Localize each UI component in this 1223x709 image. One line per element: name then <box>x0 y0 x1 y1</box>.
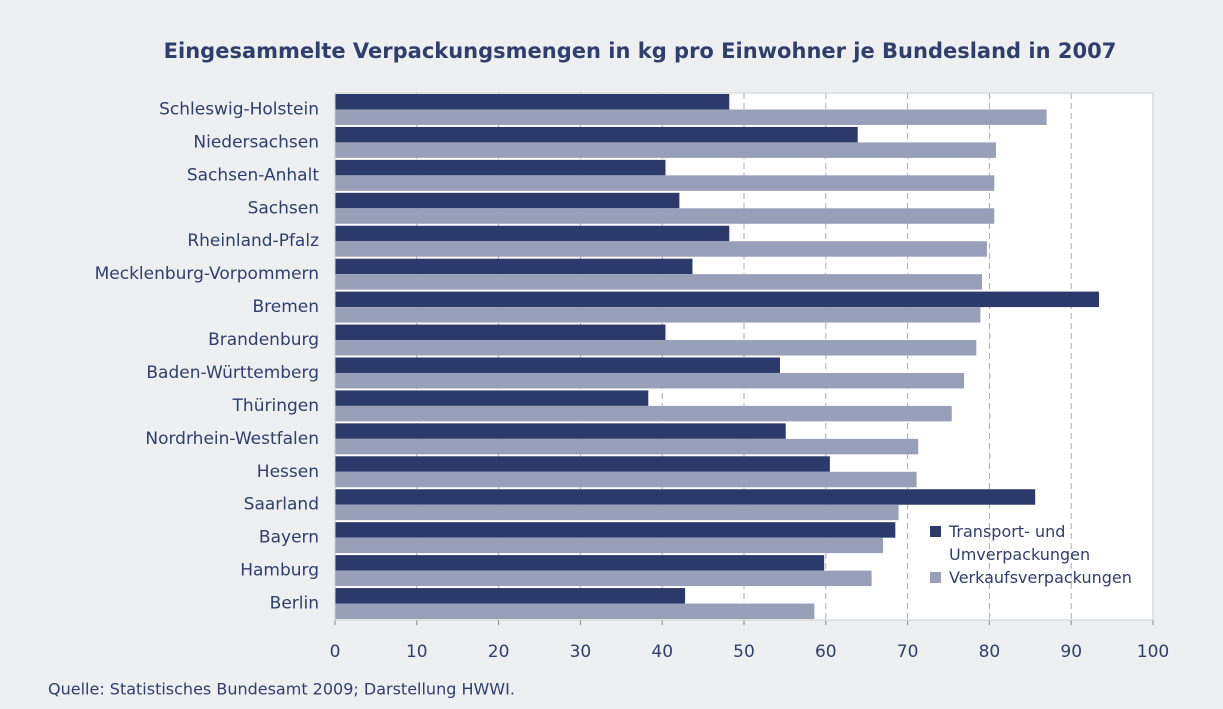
y-tick-label: Mecklenburg-Vorpommern <box>95 264 319 284</box>
y-tick-label: Thüringen <box>232 396 319 416</box>
bar <box>335 241 987 257</box>
y-tick-label: Hessen <box>257 462 319 482</box>
bar <box>335 225 730 242</box>
bar <box>335 390 649 406</box>
legend-swatch <box>930 572 941 583</box>
y-tick-label: Sachsen <box>248 198 319 218</box>
bar <box>335 570 872 587</box>
bar <box>335 159 666 176</box>
bar <box>335 555 825 571</box>
bar <box>335 405 952 422</box>
legend: Transport- und Umverpackungen Verkaufsver… <box>930 520 1145 589</box>
bar <box>335 372 965 389</box>
plot-border <box>334 92 1154 621</box>
bar <box>335 291 1100 308</box>
bar <box>335 522 896 538</box>
x-tick-label: 0 <box>330 642 341 662</box>
bar <box>335 126 858 143</box>
x-tick-label: 10 <box>406 642 428 662</box>
x-tick-label: 90 <box>1060 642 1082 662</box>
bar <box>335 489 1036 505</box>
x-tick-label: 20 <box>488 642 510 662</box>
bar <box>335 423 786 439</box>
bar <box>335 603 815 620</box>
y-tick-label: Schleswig-Holstein <box>159 99 319 119</box>
bar <box>335 504 899 521</box>
bar <box>335 324 666 341</box>
bar <box>335 438 919 455</box>
x-tick-label: 100 <box>1137 642 1169 662</box>
y-tick-label: Brandenburg <box>208 330 319 350</box>
y-tick-label: Baden-Württemberg <box>146 363 319 383</box>
bar <box>335 537 884 554</box>
y-tick-label: Niedersachsen <box>193 132 319 152</box>
bar <box>335 208 995 224</box>
y-tick-label: Bremen <box>252 297 319 317</box>
bar <box>335 340 977 356</box>
x-tick-label: 80 <box>979 642 1001 662</box>
bar <box>335 471 917 488</box>
bar <box>335 357 780 373</box>
x-tick-label: 70 <box>897 642 919 662</box>
x-tick-label: 50 <box>733 642 755 662</box>
y-tick-label: Nordrhein-Westfalen <box>145 429 319 449</box>
y-tick-label: Bayern <box>259 528 319 548</box>
bar <box>335 142 996 158</box>
legend-item: Verkaufsverpackungen <box>930 566 1145 589</box>
chart-title: Eingesammelte Verpackungsmengen in kg pr… <box>164 39 1117 63</box>
bar <box>335 192 680 209</box>
source: Quelle: Statistisches Bundesamt 2009; Da… <box>48 680 515 699</box>
bar <box>335 93 730 110</box>
y-tick-label: Hamburg <box>240 561 319 581</box>
legend-label: Transport- und Umverpackungen <box>949 522 1091 564</box>
y-tick-label: Saarland <box>244 495 319 515</box>
x-tick-label: 40 <box>651 642 673 662</box>
legend-swatch <box>930 526 941 537</box>
y-tick-label: Berlin <box>270 594 319 614</box>
x-tick-label: 60 <box>815 642 837 662</box>
bar <box>335 274 983 290</box>
bar <box>335 588 686 604</box>
x-tick-label: 30 <box>570 642 592 662</box>
bar <box>335 109 1047 125</box>
y-tick-label: Sachsen-Anhalt <box>187 165 319 185</box>
bar <box>335 307 981 323</box>
bar <box>335 175 995 191</box>
bar <box>335 456 830 472</box>
legend-item: Transport- und Umverpackungen <box>930 520 1145 566</box>
legend-label: Verkaufsverpackungen <box>949 568 1132 587</box>
y-tick-label: Rheinland-Pfalz <box>187 231 319 251</box>
bar <box>335 258 693 275</box>
